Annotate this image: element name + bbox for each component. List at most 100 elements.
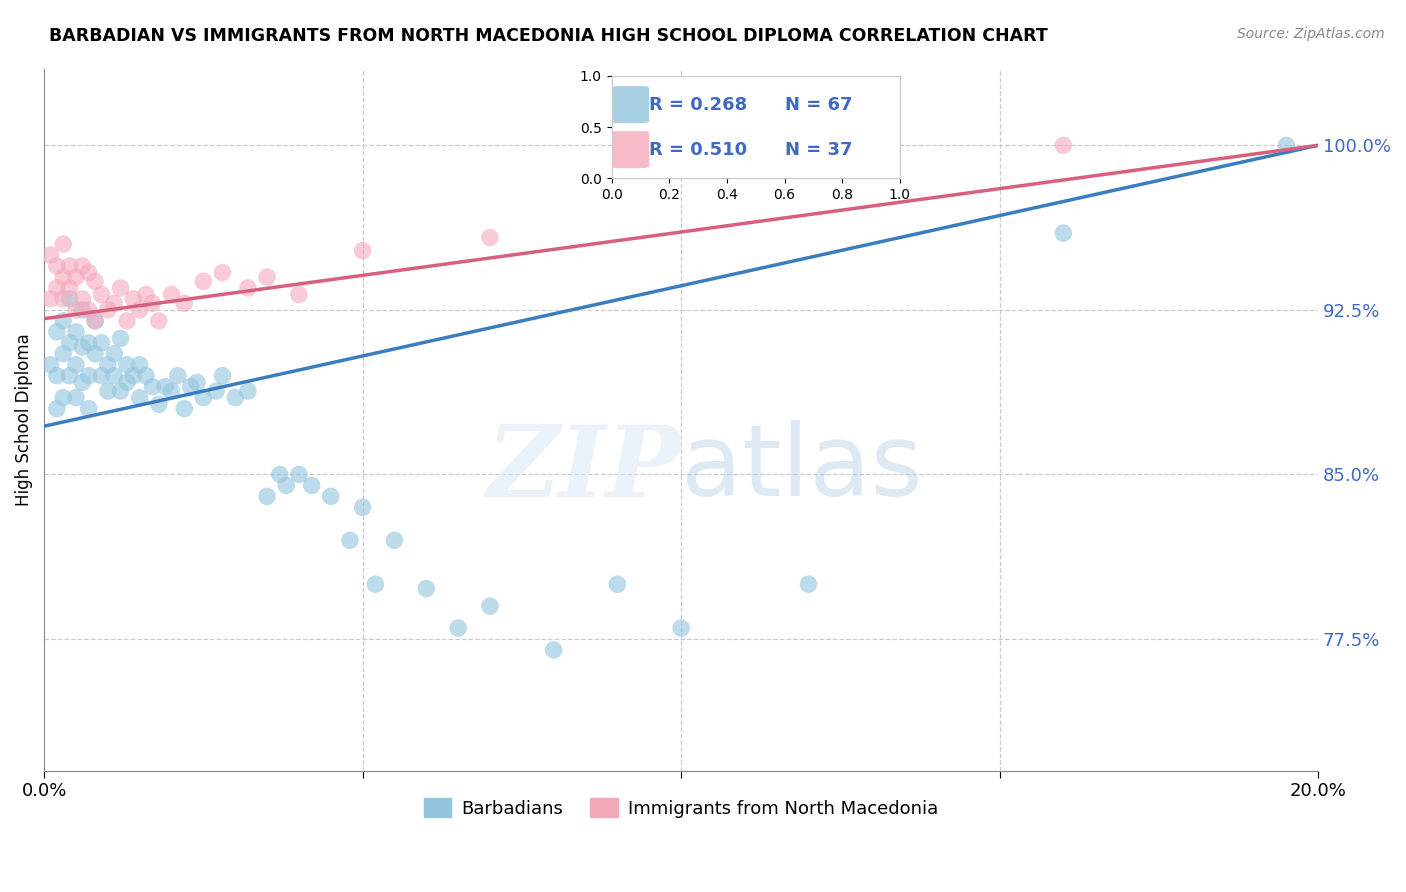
Point xyxy=(319,490,342,504)
Point xyxy=(141,296,163,310)
Point xyxy=(65,325,87,339)
Point xyxy=(58,335,80,350)
Point xyxy=(84,274,107,288)
Point xyxy=(148,314,170,328)
Point xyxy=(173,296,195,310)
Point xyxy=(97,358,120,372)
Text: atlas: atlas xyxy=(681,420,922,517)
Point xyxy=(148,397,170,411)
Point xyxy=(447,621,470,635)
Point xyxy=(45,325,67,339)
Point xyxy=(269,467,291,482)
Point xyxy=(97,302,120,317)
Point xyxy=(606,577,628,591)
Point xyxy=(1052,226,1074,240)
Point xyxy=(205,384,228,398)
Point xyxy=(167,368,190,383)
Point xyxy=(141,380,163,394)
Point xyxy=(301,478,323,492)
Point xyxy=(110,384,132,398)
Point xyxy=(52,292,75,306)
Point xyxy=(288,287,311,301)
Point xyxy=(543,643,565,657)
Point xyxy=(236,281,259,295)
Point xyxy=(115,314,138,328)
Point xyxy=(103,368,125,383)
Point xyxy=(135,368,157,383)
Point xyxy=(256,270,278,285)
Point xyxy=(1275,138,1298,153)
Point xyxy=(39,248,62,262)
Point xyxy=(77,302,100,317)
Point xyxy=(115,376,138,390)
Point xyxy=(128,302,150,317)
Point xyxy=(45,368,67,383)
Point xyxy=(135,287,157,301)
Point xyxy=(364,577,387,591)
Point xyxy=(97,384,120,398)
Point xyxy=(128,391,150,405)
Point xyxy=(352,500,374,515)
Text: R = 0.510: R = 0.510 xyxy=(650,141,747,159)
Point xyxy=(65,358,87,372)
Point xyxy=(110,281,132,295)
Point xyxy=(77,335,100,350)
Point xyxy=(384,533,406,548)
Point xyxy=(72,302,94,317)
Point xyxy=(72,292,94,306)
Point xyxy=(211,266,233,280)
Text: ZIP: ZIP xyxy=(486,420,681,517)
Point xyxy=(72,376,94,390)
Point xyxy=(84,314,107,328)
Point xyxy=(236,384,259,398)
Point xyxy=(224,391,246,405)
Point xyxy=(256,490,278,504)
Text: BARBADIAN VS IMMIGRANTS FROM NORTH MACEDONIA HIGH SCHOOL DIPLOMA CORRELATION CHA: BARBADIAN VS IMMIGRANTS FROM NORTH MACED… xyxy=(49,27,1047,45)
FancyBboxPatch shape xyxy=(612,87,650,123)
Text: Source: ZipAtlas.com: Source: ZipAtlas.com xyxy=(1237,27,1385,41)
Point xyxy=(65,270,87,285)
Point xyxy=(415,582,437,596)
Point xyxy=(58,292,80,306)
Point xyxy=(160,287,183,301)
Point xyxy=(84,314,107,328)
Point xyxy=(45,281,67,295)
Point xyxy=(58,259,80,273)
Point xyxy=(65,302,87,317)
Point xyxy=(115,358,138,372)
Point xyxy=(52,347,75,361)
Point xyxy=(173,401,195,416)
Point xyxy=(72,259,94,273)
Point xyxy=(186,376,208,390)
Point xyxy=(122,368,145,383)
Point xyxy=(52,270,75,285)
Point xyxy=(52,237,75,252)
Point xyxy=(72,340,94,354)
Point xyxy=(77,266,100,280)
Point xyxy=(352,244,374,258)
Point xyxy=(797,577,820,591)
Point xyxy=(160,384,183,398)
Point xyxy=(276,478,298,492)
Point xyxy=(193,391,215,405)
Point xyxy=(128,358,150,372)
Point xyxy=(669,621,692,635)
Point xyxy=(58,281,80,295)
Point xyxy=(479,599,502,614)
Point xyxy=(52,391,75,405)
Point xyxy=(110,331,132,345)
Point xyxy=(90,335,112,350)
Point xyxy=(65,391,87,405)
Point xyxy=(103,296,125,310)
Legend: Barbadians, Immigrants from North Macedonia: Barbadians, Immigrants from North Macedo… xyxy=(416,791,946,825)
Point xyxy=(211,368,233,383)
Point xyxy=(45,259,67,273)
Point xyxy=(479,230,502,244)
Point xyxy=(45,401,67,416)
Point xyxy=(103,347,125,361)
Point xyxy=(193,274,215,288)
Text: N = 37: N = 37 xyxy=(785,141,852,159)
Point xyxy=(90,368,112,383)
Text: R = 0.268: R = 0.268 xyxy=(650,95,748,113)
Point xyxy=(84,347,107,361)
